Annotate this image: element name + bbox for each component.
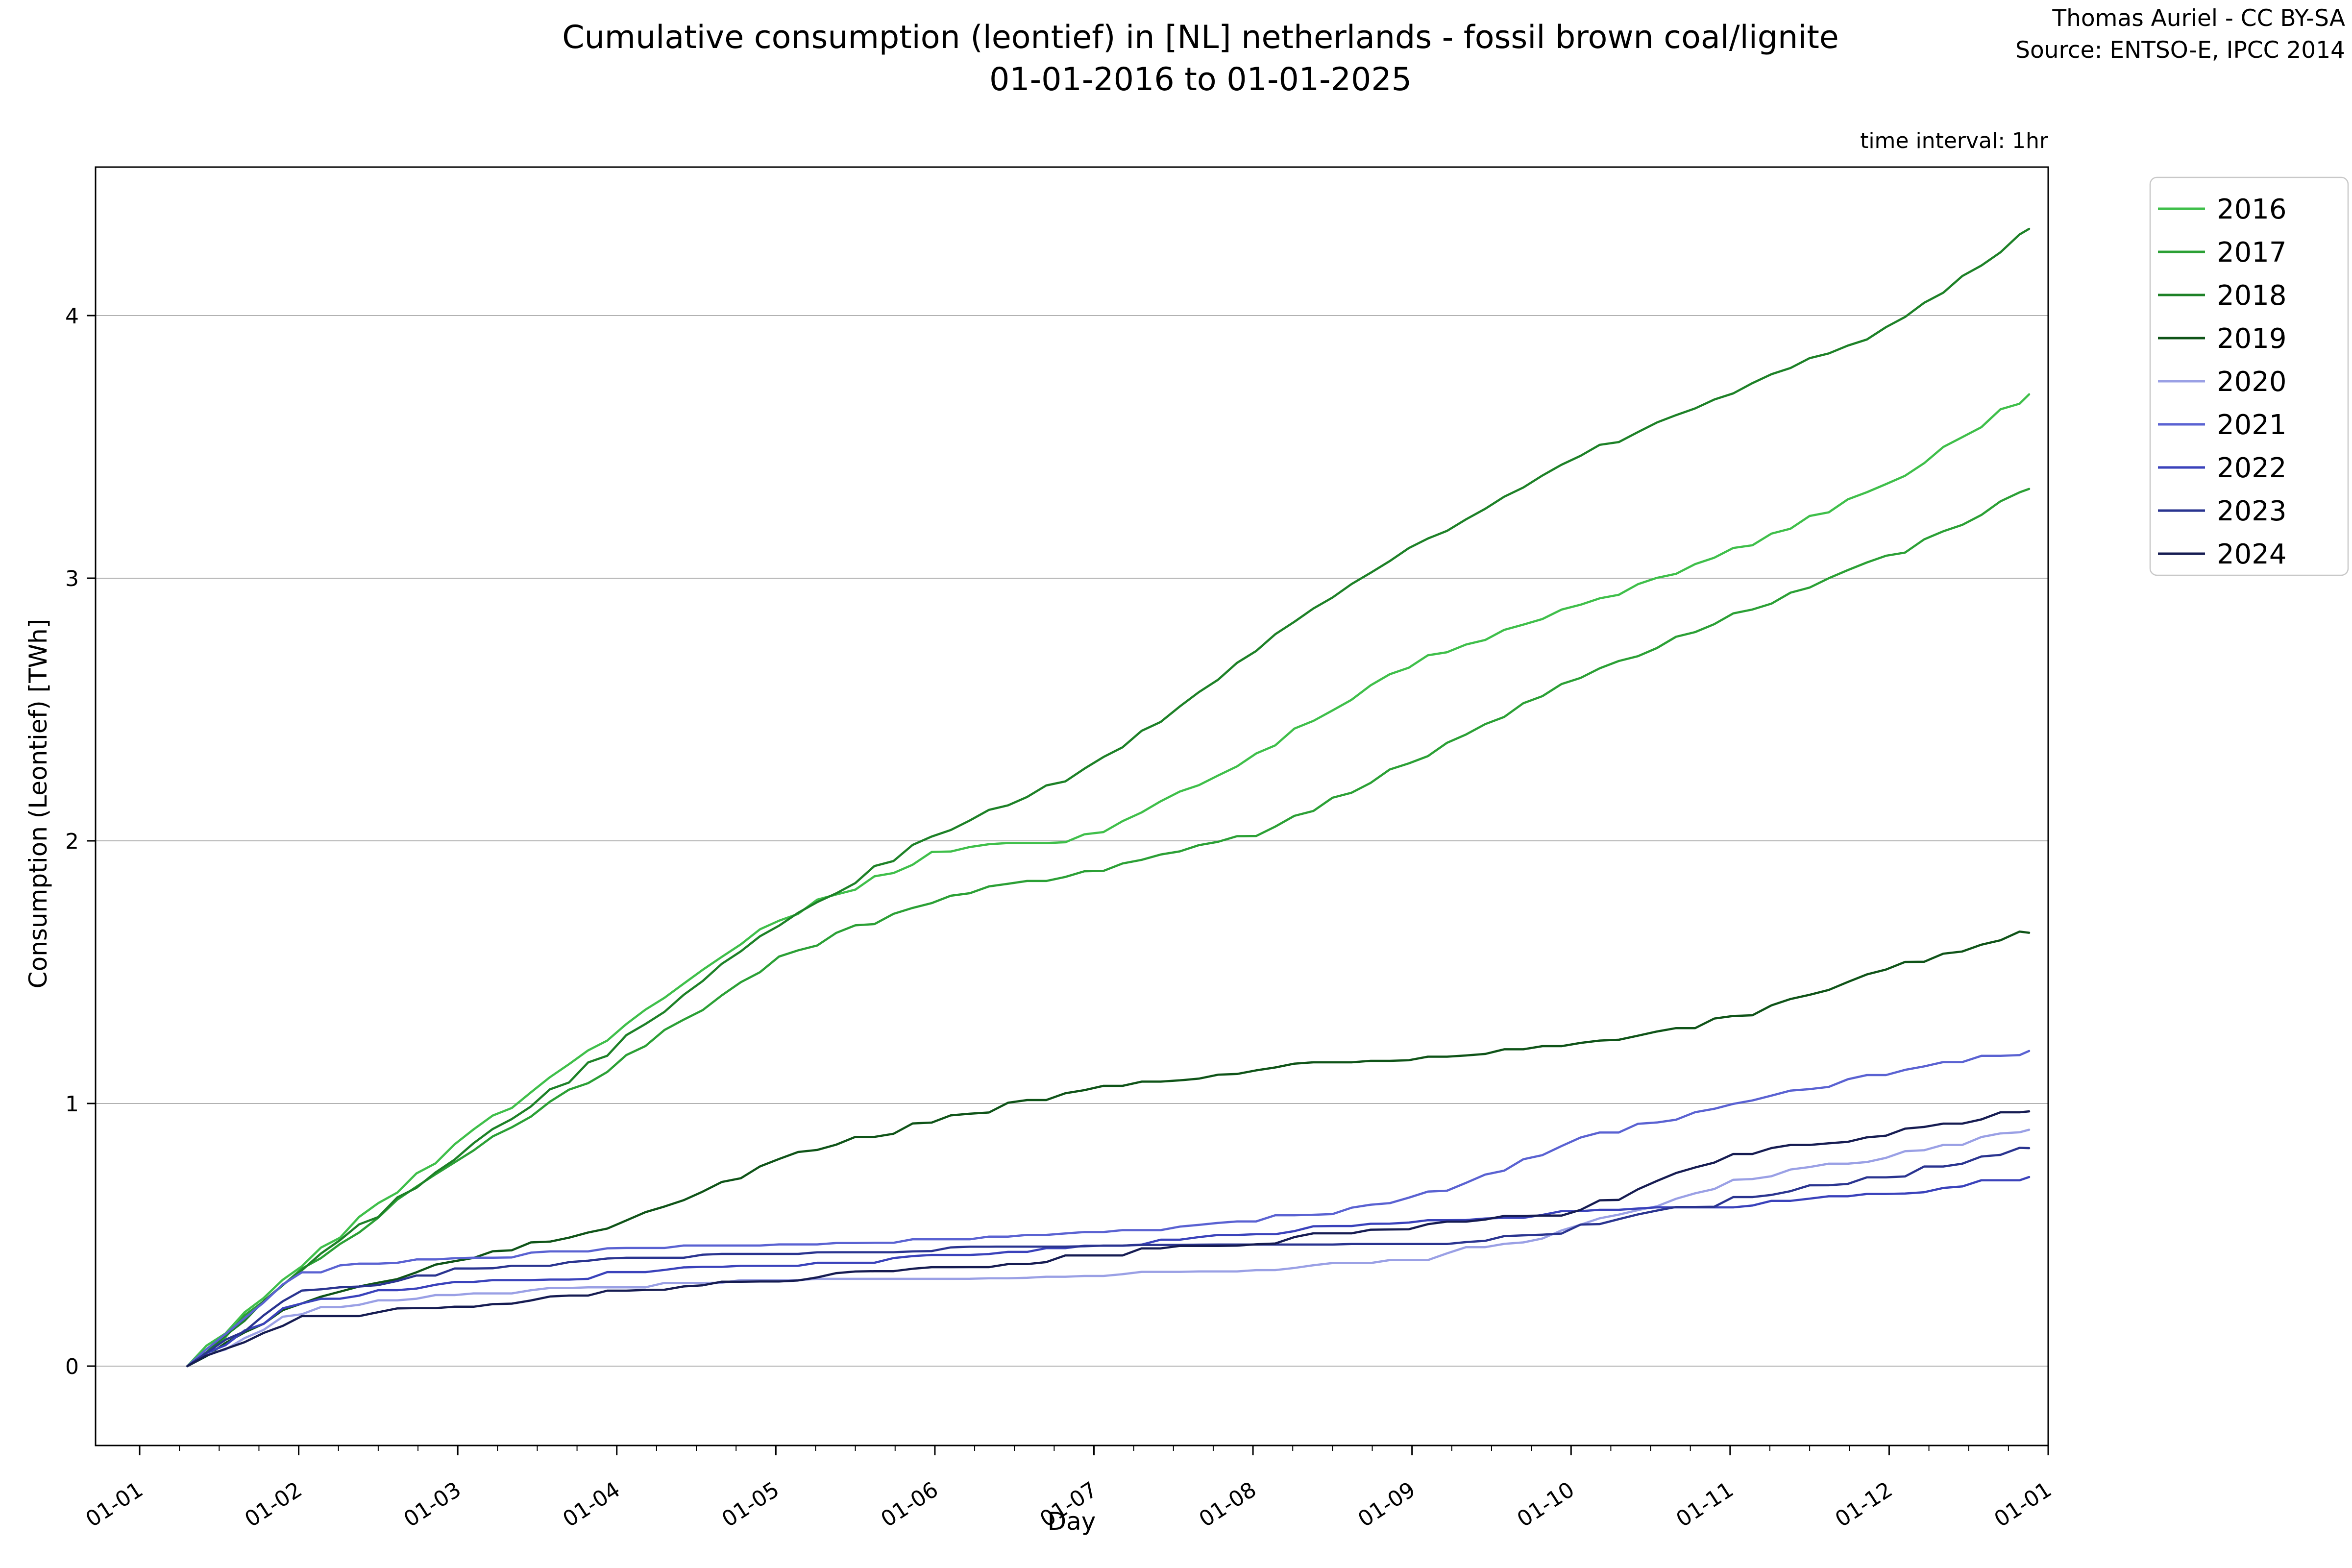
y-tick-label-3: 3 <box>65 566 79 591</box>
x-tick-label-6: 01-07 <box>1035 1477 1102 1532</box>
series-line-2021 <box>186 1050 2031 1368</box>
x-tick-label-2: 01-03 <box>399 1477 466 1532</box>
legend-label-2024: 2024 <box>2217 539 2287 570</box>
legend-label-2021: 2021 <box>2217 409 2287 441</box>
x-axis-label: Day <box>1047 1507 1096 1536</box>
x-tick-label-10: 01-11 <box>1672 1477 1738 1532</box>
x-tick-label-8: 01-09 <box>1354 1477 1420 1532</box>
chart-title: Cumulative consumption (leontief) in [NL… <box>451 17 1950 101</box>
credit-text: Thomas Auriel - CC BY-SA Source: ENTSO-E… <box>2015 3 2345 67</box>
x-tick-label-9: 01-10 <box>1513 1477 1579 1532</box>
legend-box <box>2149 176 2349 576</box>
y-tick-label-0: 0 <box>65 1354 79 1379</box>
series-line-2017 <box>186 488 2031 1368</box>
legend-label-2023: 2023 <box>2217 495 2287 527</box>
y-tick-label-2: 2 <box>65 829 79 854</box>
x-tick-label-0: 01-01 <box>81 1477 147 1532</box>
series-line-2020 <box>186 1128 2031 1368</box>
legend-label-2018: 2018 <box>2217 280 2287 312</box>
legend-label-2019: 2019 <box>2217 323 2287 355</box>
x-tick-label-5: 01-06 <box>877 1477 943 1532</box>
chart-title-line2: 01-01-2016 to 01-01-2025 <box>989 61 1412 98</box>
x-tick-label-4: 01-05 <box>717 1477 784 1532</box>
series-line-2018 <box>186 227 2031 1368</box>
x-tick-label-1: 01-02 <box>241 1477 307 1532</box>
series-line-2024 <box>186 1110 2031 1368</box>
legend-label-2022: 2022 <box>2217 452 2287 484</box>
x-tick-label-11: 01-12 <box>1831 1477 1897 1532</box>
x-tick-label-3: 01-04 <box>559 1477 625 1532</box>
x-tick-label-7: 01-08 <box>1195 1477 1261 1532</box>
credit-author: Thomas Auriel - CC BY-SA <box>2052 5 2345 32</box>
legend-label-2017: 2017 <box>2217 237 2287 269</box>
chart-title-line1: Cumulative consumption (leontief) in [NL… <box>562 19 1839 56</box>
time-interval-note: time interval: 1hr <box>1860 128 2048 153</box>
legend-label-2016: 2016 <box>2217 194 2287 225</box>
y-tick-label-1: 1 <box>65 1092 79 1117</box>
legend-label-2020: 2020 <box>2217 366 2287 398</box>
credit-source: Source: ENTSO-E, IPCC 2014 <box>2015 36 2345 64</box>
series-line-2016 <box>186 393 2031 1368</box>
series-line-2023 <box>186 1147 2031 1368</box>
y-tick-label-4: 4 <box>65 304 79 329</box>
series-line-2022 <box>186 1176 2031 1368</box>
series-line-2019 <box>186 930 2031 1368</box>
plot-border <box>95 166 2049 1446</box>
x-tick-label-12: 01-01 <box>1990 1477 2056 1532</box>
